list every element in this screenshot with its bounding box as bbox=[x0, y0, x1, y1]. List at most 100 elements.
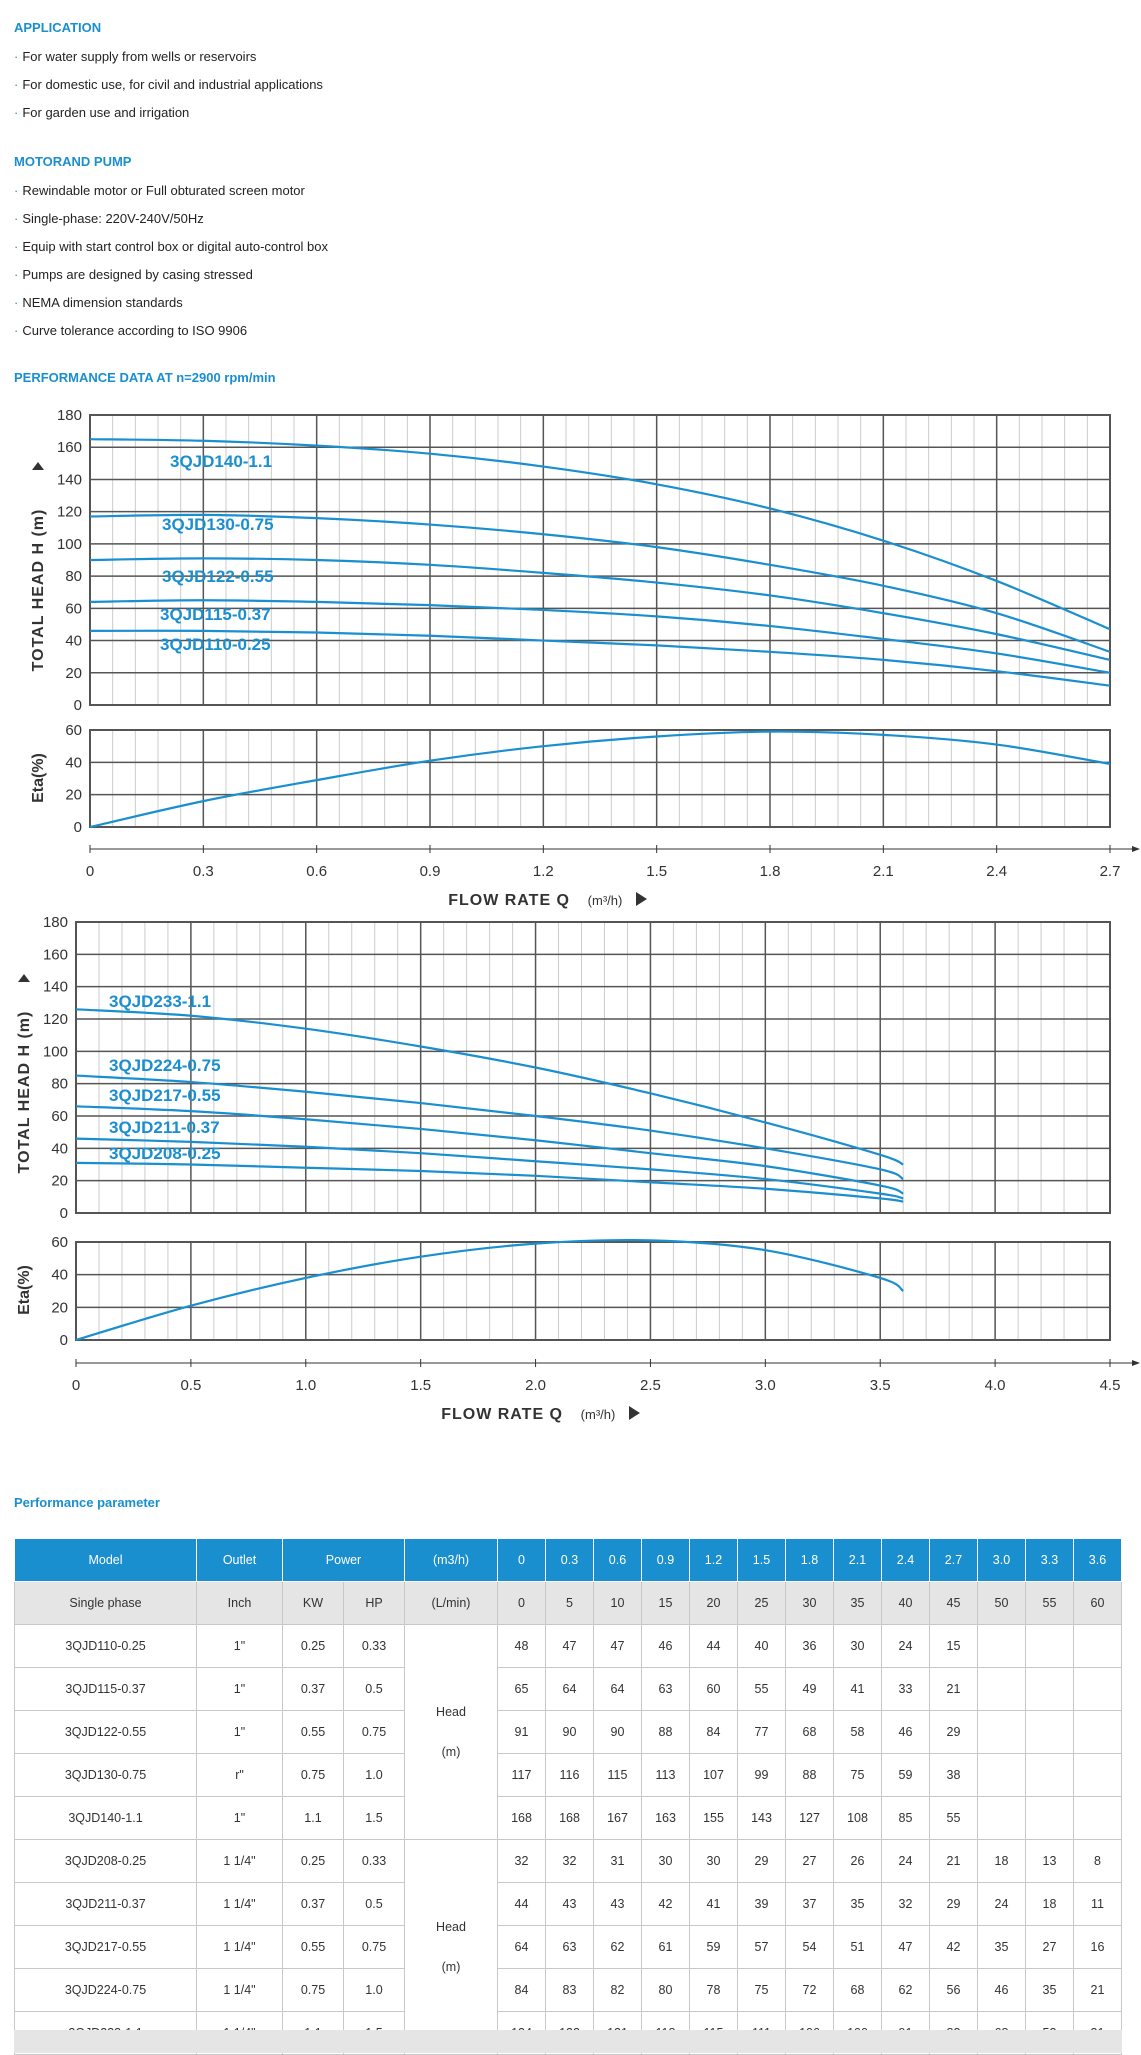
cell-value: 51 bbox=[833, 1925, 882, 1969]
cell-kw: 0.37 bbox=[282, 1667, 344, 1711]
cell-outlet: 1 1/4" bbox=[196, 1882, 283, 1926]
cell-value: 21 bbox=[929, 1667, 978, 1711]
header-flow-9: 2.7 bbox=[929, 1538, 978, 1582]
cell-value: 36 bbox=[785, 1624, 834, 1668]
subheader-lmin-2: 10 bbox=[593, 1581, 642, 1625]
cell-value bbox=[977, 1710, 1026, 1754]
eta-curve bbox=[75, 1238, 904, 1342]
y-tick-label: 0 bbox=[74, 697, 82, 714]
cell-value: 54 bbox=[785, 1925, 834, 1969]
x-tick-label: 2.7 bbox=[1100, 863, 1121, 880]
x-axis-arrow-icon bbox=[1132, 846, 1140, 852]
cell-value bbox=[1073, 1667, 1122, 1711]
x-tick-label: 0 bbox=[72, 1377, 80, 1394]
y-tick-label: 140 bbox=[43, 979, 68, 996]
cell-value: 99 bbox=[737, 1753, 786, 1797]
cell-value: 63 bbox=[545, 1925, 594, 1969]
eta-tick-label: 0 bbox=[74, 819, 82, 836]
cell-kw: 0.25 bbox=[282, 1624, 344, 1668]
head-plot-frame bbox=[75, 921, 1111, 1214]
x-tick-label: 1.5 bbox=[646, 863, 667, 880]
header-flow-0: 0 bbox=[497, 1538, 546, 1582]
header-flow-1: 0.3 bbox=[545, 1538, 594, 1582]
cell-kw: 0.37 bbox=[282, 1882, 344, 1926]
series-label: 3QJD110-0.25 bbox=[160, 635, 271, 654]
table-subheader-row: Single phase Inch KW HP (L/min) 0 5 10 15 20… bbox=[14, 1581, 1122, 1625]
y-tick-label: 20 bbox=[51, 1173, 68, 1190]
cell-value: 68 bbox=[785, 1710, 834, 1754]
cell-value: 57 bbox=[737, 1925, 786, 1969]
y-axis-title: TOTAL HEAD H (m) bbox=[30, 509, 47, 672]
x-tick-label: 1.0 bbox=[295, 1377, 316, 1394]
cell-hp: 0.33 bbox=[343, 1839, 405, 1883]
cell-value: 58 bbox=[833, 1710, 882, 1754]
cell-value: 55 bbox=[737, 1667, 786, 1711]
y-tick-label: 100 bbox=[43, 1043, 68, 1060]
cell-value: 30 bbox=[689, 1839, 738, 1883]
table-row: 3QJD140-1.1 1" 1.1 1.5 168 168 167 163 155 143 127… bbox=[14, 1796, 1122, 1840]
cell-outlet: 1 1/4" bbox=[196, 1839, 283, 1883]
eta-plot-frame bbox=[75, 1241, 1111, 1341]
y-tick-label: 0 bbox=[60, 1205, 68, 1222]
cell-value: 80 bbox=[641, 1968, 690, 2012]
cell-value: 41 bbox=[833, 1667, 882, 1711]
cell-value: 47 bbox=[545, 1624, 594, 1668]
cell-value bbox=[1025, 1624, 1074, 1668]
subheader-inch: Inch bbox=[196, 1581, 283, 1625]
cell-model: 3QJD122-0.55 bbox=[14, 1710, 197, 1754]
series-curve-3QJD211-0.37 bbox=[75, 1137, 904, 1200]
subheader-lmin-10: 50 bbox=[977, 1581, 1026, 1625]
cell-value: 47 bbox=[881, 1925, 930, 1969]
cell-hp: 0.5 bbox=[343, 1882, 405, 1926]
play-triangle-icon bbox=[636, 892, 647, 906]
x-axis-unit: (m³/h) bbox=[581, 1407, 616, 1422]
y-tick-label: 80 bbox=[51, 1076, 68, 1093]
cell-value: 29 bbox=[929, 1882, 978, 1926]
cell-value: 72 bbox=[785, 1968, 834, 2012]
header-flow-3: 0.9 bbox=[641, 1538, 690, 1582]
cell-value: 56 bbox=[929, 1968, 978, 2012]
x-tick-label: 3.0 bbox=[755, 1377, 776, 1394]
cell-value: 39 bbox=[737, 1882, 786, 1926]
series-label: 3QJD130-0.75 bbox=[162, 515, 274, 534]
cell-value: 107 bbox=[689, 1753, 738, 1797]
cell-value: 46 bbox=[881, 1710, 930, 1754]
cell-value: 64 bbox=[545, 1667, 594, 1711]
cell-value: 26 bbox=[833, 1839, 882, 1883]
y-tick-label: 40 bbox=[51, 1140, 68, 1157]
cell-value: 75 bbox=[737, 1968, 786, 2012]
header-flow-2: 0.6 bbox=[593, 1538, 642, 1582]
eta-tick-label: 20 bbox=[65, 787, 82, 804]
x-tick-label: 1.2 bbox=[533, 863, 554, 880]
cell-value: 41 bbox=[689, 1882, 738, 1926]
cell-value: 63 bbox=[641, 1667, 690, 1711]
y-tick-label: 160 bbox=[43, 946, 68, 963]
eta-tick-label: 0 bbox=[60, 1332, 68, 1349]
application-item: · For water supply from wells or reservoi… bbox=[14, 49, 257, 64]
cell-value: 46 bbox=[641, 1624, 690, 1668]
performance-title: PERFORMANCE DATA AT n=2900 rpm/min bbox=[14, 370, 276, 385]
cell-value: 30 bbox=[833, 1624, 882, 1668]
cell-value: 27 bbox=[1025, 1925, 1074, 1969]
eta-curve bbox=[89, 730, 1111, 829]
cell-value: 113 bbox=[641, 1753, 690, 1797]
y-tick-label: 100 bbox=[57, 536, 82, 553]
subheader-lmin-11: 55 bbox=[1025, 1581, 1074, 1625]
header-power: Power bbox=[282, 1538, 405, 1582]
cell-outlet: 1" bbox=[196, 1667, 283, 1711]
head-unit: (m) bbox=[441, 1745, 461, 1759]
x-axis-title: FLOW RATE Q bbox=[441, 1406, 563, 1423]
cell-value: 29 bbox=[929, 1710, 978, 1754]
cell-hp: 0.33 bbox=[343, 1624, 405, 1668]
cell-value: 108 bbox=[833, 1796, 882, 1840]
cell-model: 3QJD130-0.75 bbox=[14, 1753, 197, 1797]
eta-plot-frame bbox=[89, 729, 1111, 828]
application-item: · For domestic use, for civil and industr… bbox=[14, 77, 323, 92]
table-row: 3QJD217-0.55 1 1/4" 0.55 0.75 64 63 62 61 59 57 54… bbox=[14, 1925, 1122, 1969]
table-row: 3QJD115-0.37 1" 0.37 0.5 65 64 64 63 60 55 49 41 33 2… bbox=[14, 1667, 1122, 1711]
cell-value: 62 bbox=[881, 1968, 930, 2012]
motor-item: · Equip with start control box or digital… bbox=[14, 239, 329, 254]
cell-value: 83 bbox=[545, 1968, 594, 2012]
cell-value: 32 bbox=[881, 1882, 930, 1926]
cell-value: 38 bbox=[929, 1753, 978, 1797]
